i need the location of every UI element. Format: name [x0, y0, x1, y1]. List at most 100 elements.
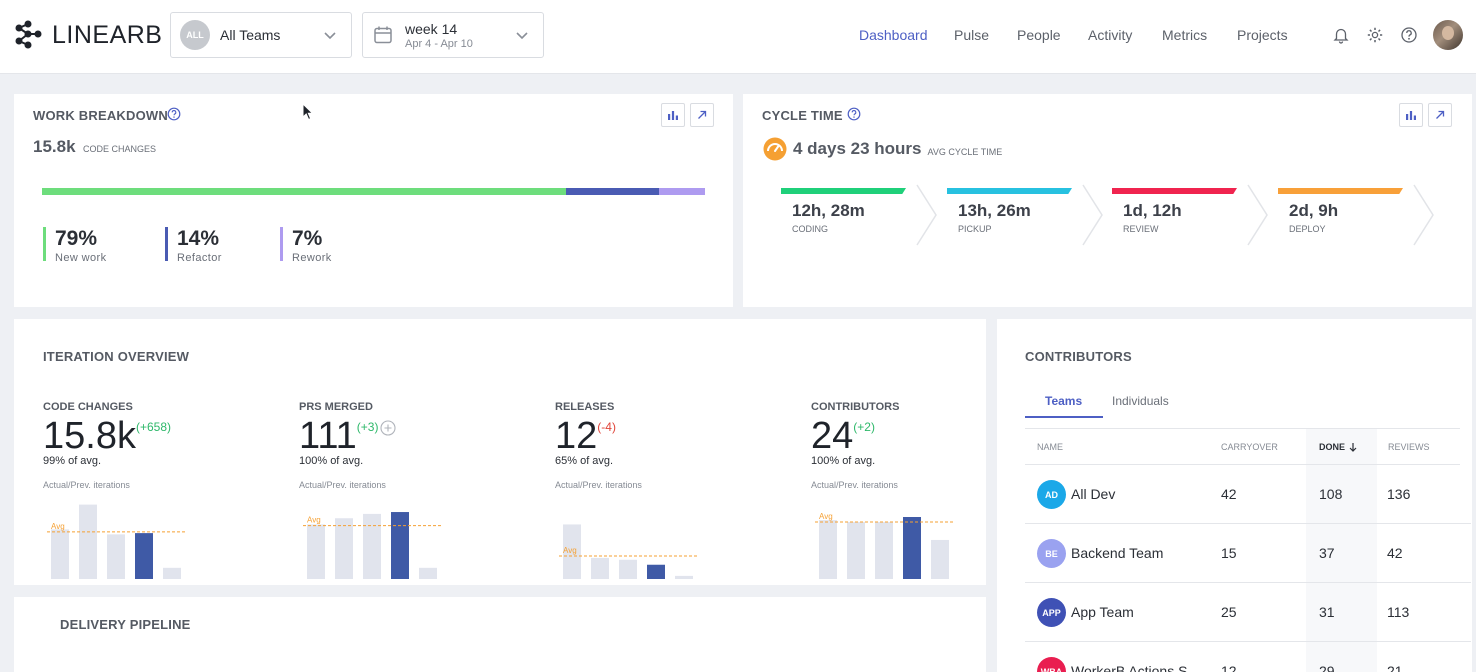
tab-divider — [1025, 428, 1460, 429]
help-icon[interactable] — [1400, 26, 1418, 44]
done-value: 31 — [1319, 604, 1335, 620]
iteration-bar[interactable] — [903, 517, 921, 579]
iteration-bar[interactable] — [135, 533, 153, 579]
iteration-bar[interactable] — [931, 539, 949, 579]
deploy-bar — [1278, 188, 1403, 194]
iteration-bar[interactable] — [563, 524, 581, 579]
iteration-bar[interactable] — [107, 534, 125, 579]
gear-icon[interactable] — [1366, 26, 1384, 44]
avg-cycle-time-unit: AVG CYCLE TIME — [927, 146, 1003, 157]
carryover-value: 15 — [1221, 545, 1237, 561]
logo-mark-icon — [15, 20, 42, 49]
iteration-bar[interactable] — [79, 504, 97, 579]
plus-circle-icon[interactable] — [380, 420, 397, 436]
column-header-done-label: DONE — [1319, 442, 1346, 452]
speedometer-icon — [763, 137, 787, 161]
iteration-bar[interactable] — [163, 567, 181, 579]
metric-releases[interactable]: RELEASES 12 (-4) 65% of avg. Actual/Prev… — [555, 401, 765, 591]
iteration-bar[interactable] — [819, 520, 837, 579]
metric-delta: (+658) — [135, 420, 171, 434]
metric-value: 24 — [811, 415, 854, 457]
column-header-done[interactable]: DONE — [1319, 442, 1358, 452]
sorted-column-highlight — [1306, 429, 1377, 672]
week-selector[interactable]: week 14 Apr 4 - Apr 10 — [362, 12, 544, 58]
metric-title: PRS MERGED — [299, 401, 373, 413]
logo-text: LINEARB — [52, 20, 163, 49]
table-row[interactable]: WBA WorkerB Actions S 12 29 21 — [1025, 642, 1471, 672]
arrow-up-right-icon — [1436, 110, 1445, 119]
bell-icon[interactable] — [1332, 26, 1350, 44]
nav-metrics[interactable]: Metrics — [1162, 27, 1208, 43]
team-selector[interactable]: ALL All Teams — [170, 12, 352, 58]
metric-prs-merged[interactable]: PRS MERGED 111 (+3) 100% of avg. Actual/… — [299, 401, 509, 591]
iteration-bar[interactable] — [875, 521, 893, 579]
review-label: REVIEW — [1123, 224, 1159, 234]
chevron-down-icon — [324, 32, 336, 40]
breakdown-segment-rework[interactable] — [658, 188, 705, 195]
iteration-bar[interactable] — [363, 513, 381, 579]
nav-activity[interactable]: Activity — [1088, 27, 1133, 43]
expand-button[interactable] — [1428, 103, 1452, 127]
table-row[interactable]: APP App Team 25 31 113 — [1025, 583, 1471, 642]
iteration-bar[interactable] — [591, 557, 609, 579]
team-badge: ALL — [180, 20, 210, 50]
tab-individuals[interactable]: Individuals — [1112, 394, 1169, 408]
average-label: Avg — [819, 512, 833, 521]
metric-value: 111 — [299, 415, 357, 457]
week-range: Apr 4 - Apr 10 — [405, 37, 473, 50]
iteration-bar[interactable] — [335, 518, 353, 579]
team-avatar: AD — [1037, 480, 1066, 509]
team-avatar: WBA — [1037, 657, 1066, 672]
rework-marker — [280, 227, 283, 261]
chevron-down-icon — [516, 32, 528, 40]
expand-button[interactable] — [690, 103, 714, 127]
nav-pulse[interactable]: Pulse — [954, 27, 990, 43]
linearb-logo[interactable]: LINEARB — [14, 20, 162, 50]
team-name: App Team — [1071, 604, 1134, 620]
iteration-bar[interactable] — [419, 567, 437, 579]
column-header-carryover[interactable]: CARRYOVER — [1221, 442, 1278, 452]
help-circle-icon[interactable] — [167, 107, 181, 121]
chevron-right-icon — [1413, 184, 1434, 246]
iteration-bar[interactable] — [51, 529, 69, 579]
iteration-bar[interactable] — [307, 524, 325, 579]
table-row[interactable]: BE Backend Team 15 37 42 — [1025, 524, 1471, 583]
iteration-bar[interactable] — [675, 575, 693, 579]
metric-subtitle: Actual/Prev. iterations — [43, 480, 130, 490]
nav-dashboard[interactable]: Dashboard — [859, 27, 928, 43]
cycle-time-card: CYCLE TIME 4 days 23 hours AVG CYCLE TIM… — [743, 94, 1472, 307]
metric-code-changes[interactable]: CODE CHANGES 15.8k (+658) 99% of avg. Ac… — [43, 401, 253, 591]
contributors-card: CONTRIBUTORS Teams Individuals NAME CARR… — [997, 319, 1472, 672]
help-circle-icon[interactable] — [847, 107, 861, 121]
breakdown-segment-new-work[interactable] — [42, 188, 566, 195]
coding-bar — [781, 188, 906, 194]
bar-chart-icon — [668, 111, 678, 120]
work-breakdown-bar — [42, 188, 705, 195]
iteration-bar[interactable] — [847, 521, 865, 579]
metric-avg: 100% of avg. — [811, 455, 876, 467]
chart-view-button[interactable] — [661, 103, 685, 127]
nav-people[interactable]: People — [1017, 27, 1061, 43]
contributors-mini-chart: Avg — [815, 512, 953, 579]
column-header-name[interactable]: NAME — [1037, 442, 1064, 452]
pickup-bar — [947, 188, 1072, 194]
user-avatar[interactable] — [1433, 20, 1463, 50]
metric-delta: (+2) — [853, 420, 875, 434]
tab-teams[interactable]: Teams — [1045, 394, 1083, 408]
iteration-bar[interactable] — [391, 512, 409, 579]
team-name: WorkerB Actions S — [1071, 663, 1188, 672]
cycle-time-title: CYCLE TIME — [762, 108, 843, 123]
average-label: Avg — [563, 546, 577, 555]
breakdown-segment-refactor[interactable] — [565, 188, 659, 195]
reviews-value: 42 — [1387, 545, 1403, 561]
team-name: Backend Team — [1071, 545, 1164, 561]
column-header-reviews[interactable]: REVIEWS — [1388, 442, 1430, 452]
iteration-bar[interactable] — [647, 564, 665, 579]
work-breakdown-card: WORK BREAKDOWN 15.8k CODE CHANGES 79% Ne… — [14, 94, 733, 307]
chart-view-button[interactable] — [1399, 103, 1423, 127]
iteration-bar[interactable] — [619, 559, 637, 579]
nav-projects[interactable]: Projects — [1237, 27, 1288, 43]
table-row[interactable]: AD All Dev 42 108 136 — [1025, 465, 1471, 524]
metric-value: 15.8k — [43, 415, 136, 457]
metric-contributors[interactable]: CONTRIBUTORS 24 (+2) 100% of avg. Actual… — [811, 401, 1021, 591]
